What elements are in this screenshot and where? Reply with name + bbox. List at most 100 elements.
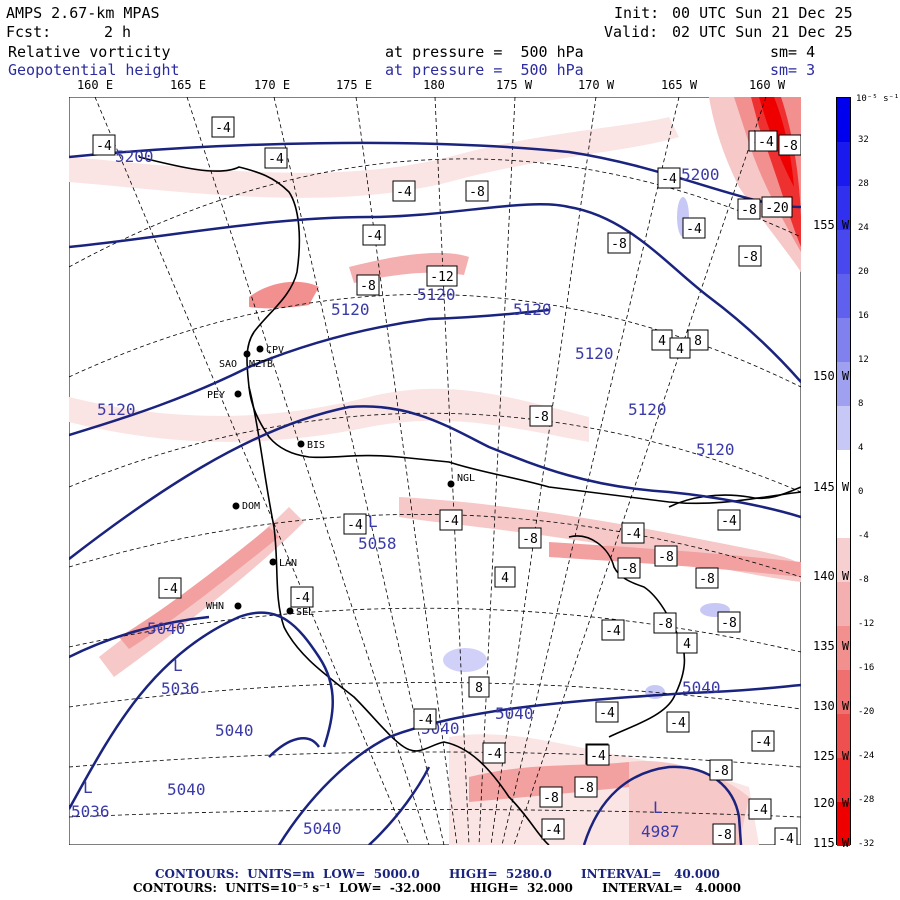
vorticity-label: -4 bbox=[590, 749, 606, 764]
field2-pressure: at pressure = 500 hPa bbox=[385, 61, 584, 79]
station-label: SAO bbox=[219, 359, 237, 370]
vorticity-label: -8 bbox=[657, 617, 673, 632]
lat-label: 135 W bbox=[813, 639, 850, 653]
station-label: WHN bbox=[206, 601, 224, 612]
colorbar-tick-label: -4 bbox=[858, 531, 869, 541]
vorticity-label: -8 bbox=[533, 410, 549, 425]
vorticity-label-box bbox=[654, 545, 678, 567]
colorbar-tick-label: -8 bbox=[858, 575, 869, 585]
low-letter: L bbox=[83, 778, 93, 797]
vorticity-label: -8 bbox=[621, 562, 637, 577]
vorticity-label: 4 bbox=[501, 571, 509, 586]
vorticity-label-box bbox=[482, 742, 506, 764]
vorticity-label: -4 bbox=[599, 706, 615, 721]
init-value: 00 UTC Sun 21 Dec 25 bbox=[672, 4, 853, 22]
valid-value: 02 UTC Sun 21 Dec 25 bbox=[672, 23, 853, 41]
vorticity-label: -8 bbox=[721, 616, 737, 631]
height-label: 5120 bbox=[628, 400, 667, 419]
colorbar-tick-label: 0 bbox=[858, 487, 864, 497]
height-label: 5040 bbox=[215, 721, 254, 740]
map-panel: CPV SAO MZTB PEY BIS NGL DOM LAN WHN SEL… bbox=[69, 97, 801, 845]
vorticity-label: -8 bbox=[699, 572, 715, 587]
lon-label: 175 W bbox=[495, 78, 533, 92]
vorticity-label: -4 bbox=[215, 121, 231, 136]
height-label: 5040 bbox=[167, 780, 206, 799]
lon-label: 170 E bbox=[253, 78, 291, 92]
station-dot bbox=[269, 558, 277, 566]
height-label: 5200 bbox=[115, 147, 154, 166]
vorticity-label-box bbox=[468, 676, 490, 698]
colorbar-tick-label: 12 bbox=[858, 355, 869, 365]
lon-label: 160 E bbox=[76, 78, 114, 92]
vorticity-label-box bbox=[211, 116, 235, 138]
height-label: 5040 bbox=[682, 678, 721, 697]
lat-label: 145 W bbox=[813, 480, 850, 494]
low-value: 5058 bbox=[358, 534, 397, 553]
height-label: 5120 bbox=[331, 300, 370, 319]
colorbar-tick-label: 24 bbox=[858, 223, 869, 233]
colorbar-segment bbox=[837, 670, 850, 714]
vorticity-label: -4 bbox=[605, 624, 621, 639]
colorbar-segment bbox=[837, 494, 850, 538]
vorticity-label: 8 bbox=[475, 681, 483, 696]
colorbar-segment bbox=[837, 626, 850, 670]
station-label: NGL bbox=[457, 473, 475, 484]
vorticity-label-box bbox=[621, 522, 645, 544]
vorticity-label: -8 bbox=[360, 279, 376, 294]
vorticity-label-box bbox=[682, 217, 706, 239]
stations: CPV SAO MZTB PEY BIS NGL DOM LAN WHN SEL bbox=[206, 345, 475, 618]
lat-label: 125 W bbox=[813, 749, 850, 763]
vorticity-label: -8 bbox=[469, 185, 485, 200]
vorticity-label: -4 bbox=[758, 135, 774, 150]
vorticity-label: -8 bbox=[578, 781, 594, 796]
vorticity-label: -4 bbox=[545, 823, 561, 838]
colorbar-segment bbox=[837, 802, 850, 846]
vorticity-label: -4 bbox=[625, 527, 641, 542]
station-dot bbox=[232, 502, 240, 510]
height-label: 5040 bbox=[147, 619, 186, 638]
vorticity-label: -4 bbox=[721, 514, 737, 529]
vorticity-label: 4 bbox=[676, 342, 684, 357]
station-label: BIS bbox=[307, 440, 325, 451]
vorticity-label-box bbox=[709, 759, 733, 781]
colorbar-segment bbox=[837, 98, 850, 142]
vorticity-label-box bbox=[465, 180, 489, 202]
station-label: CPV bbox=[266, 345, 284, 356]
vorticity-label: -4 bbox=[162, 582, 178, 597]
vorticity-label-box bbox=[290, 586, 314, 608]
colorbar-tick-label: -12 bbox=[858, 619, 875, 629]
colorbar-tick-label: -28 bbox=[858, 795, 875, 805]
vorticity-label: -8 bbox=[741, 203, 757, 218]
low-letter: L bbox=[368, 512, 378, 531]
vorticity-labels: -4-4-4-4-8-8-8-4-8-4-8-8-4-8-12-8-4-4-4-… bbox=[92, 116, 801, 845]
vorticity-label: -8 bbox=[522, 532, 538, 547]
colorbar-segment bbox=[837, 582, 850, 626]
colorbar-tick-label: 16 bbox=[858, 311, 869, 321]
lon-label: 170 W bbox=[577, 78, 615, 92]
lat-label: 120 W bbox=[813, 796, 850, 810]
colorbar-tick-label: 20 bbox=[858, 267, 869, 277]
station-label: MZTB bbox=[249, 359, 273, 370]
vorticity-label-box bbox=[413, 708, 437, 730]
vorticity-label: -4 bbox=[752, 803, 768, 818]
field1-pressure: at pressure = 500 hPa bbox=[385, 43, 584, 61]
vorticity-label-box bbox=[669, 337, 691, 359]
colorbar-units: 10⁻⁵ s⁻¹ bbox=[856, 94, 900, 104]
colorbar-segment bbox=[837, 538, 850, 582]
vorticity-label: -20 bbox=[765, 201, 788, 216]
height-label: 5200 bbox=[681, 165, 720, 184]
vorticity-label: -4 bbox=[366, 229, 382, 244]
field2-name: Geopotential height bbox=[8, 61, 180, 79]
colorbar-segment bbox=[837, 318, 850, 362]
vorticity-label: -4 bbox=[670, 716, 686, 731]
vorticity-label-box bbox=[617, 557, 641, 579]
colorbar-tick-label: -32 bbox=[858, 839, 875, 849]
vorticity-label: -4 bbox=[443, 514, 459, 529]
lat-label: 115 W bbox=[813, 836, 850, 850]
height-label: 5120 bbox=[417, 285, 456, 304]
low-centers: L 5058 L 5036 L 5036 L 4987 bbox=[71, 512, 680, 841]
lon-label: 175 E bbox=[335, 78, 373, 92]
vorticity-label-box bbox=[158, 577, 182, 599]
station-label: LAN bbox=[279, 558, 297, 569]
valid-label: Valid: bbox=[604, 23, 659, 41]
